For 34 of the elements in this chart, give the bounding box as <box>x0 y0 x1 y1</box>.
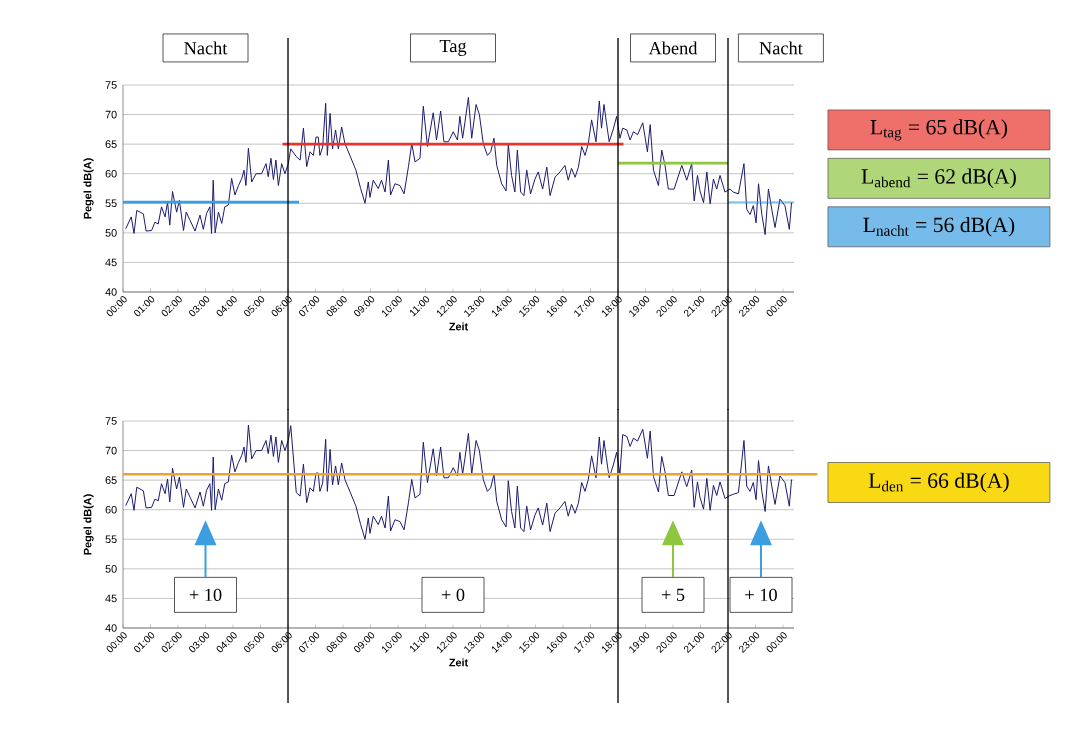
y-tick-label: 45 <box>105 258 117 267</box>
annotation: + 5 <box>661 588 685 601</box>
ref-line-label: L$_{den}$ = 66 dB(A) <box>868 472 1009 493</box>
text: Abend <box>648 41 698 55</box>
y-tick-label: 60 <box>105 505 117 514</box>
text: Nacht <box>184 41 228 55</box>
y-tick-label: 60 <box>105 169 117 178</box>
annotation: + 0 <box>441 588 465 602</box>
text: L$_{tag}$ = 65 dB(A) <box>870 119 1008 141</box>
y-tick-label: 40 <box>105 288 117 296</box>
y-axis-title: Pegel dB(A) <box>83 158 94 219</box>
line-series <box>125 424 793 540</box>
y-tick-label: 45 <box>105 594 117 603</box>
y-tick-label: 40 <box>105 624 117 632</box>
x-axis-title: Zeit <box>449 658 469 667</box>
y-tick-label: 70 <box>105 446 117 455</box>
line-series <box>125 96 793 236</box>
x-axis-title: Zeit <box>449 322 469 331</box>
y-tick-label: 70 <box>105 110 117 119</box>
y-tick-label: 50 <box>105 565 117 573</box>
text: L$_{abend}$ = 62 dB(A) <box>861 168 1016 189</box>
y-tick-label: 55 <box>105 199 117 208</box>
y-tick-label: 75 <box>105 417 117 425</box>
text: Tag <box>439 39 467 56</box>
annotation: + 10 <box>189 588 222 602</box>
y-axis-title: Pegel dB(A) <box>83 494 94 555</box>
y-tick-label: 65 <box>105 140 117 148</box>
y-tick-label: 75 <box>105 81 117 89</box>
y-tick-label: 65 <box>105 476 117 484</box>
text: L$_{nacht}$ = 56 dB(A) <box>863 216 1015 237</box>
annotation: + 10 <box>745 588 777 602</box>
y-tick-label: 50 <box>105 229 117 237</box>
y-tick-label: 55 <box>105 535 117 544</box>
text: Nacht <box>759 41 803 55</box>
